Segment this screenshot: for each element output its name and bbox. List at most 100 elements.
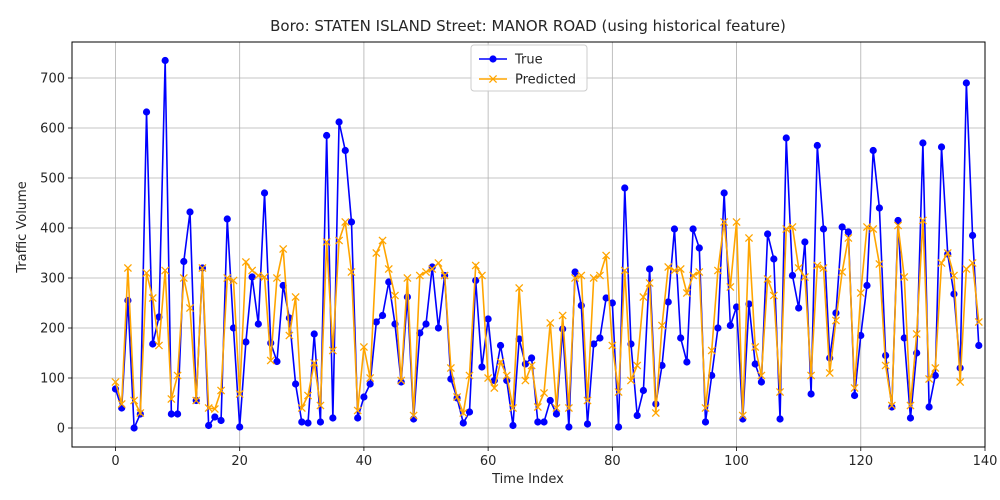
legend-label: True (514, 53, 543, 68)
data-point-predicted (204, 403, 213, 413)
data-point-true (496, 341, 505, 350)
data-point-predicted (732, 217, 741, 227)
data-point-true (962, 79, 970, 87)
data-point-true (341, 146, 349, 155)
data-point-predicted (931, 363, 940, 373)
y-axis-ticks: 0 100 200 300 400 500 600 700 (40, 72, 72, 437)
data-point-predicted (571, 273, 580, 283)
data-point-true (465, 408, 474, 416)
data-point-true (521, 360, 529, 368)
data-point-true (807, 390, 815, 398)
data-point-predicted (744, 233, 754, 243)
data-point-predicted (968, 258, 977, 268)
series-line-true (114, 60, 980, 429)
data-point-predicted (154, 341, 164, 350)
data-point-true (291, 380, 300, 388)
data-point-predicted (620, 266, 629, 275)
data-point-predicted (179, 273, 188, 283)
data-point-true (422, 320, 430, 328)
data-point-predicted (515, 283, 524, 293)
x-tick-label: 0 (111, 454, 119, 469)
data-point-true (205, 421, 213, 430)
data-point-true (366, 380, 374, 388)
data-point-true (149, 340, 157, 348)
data-point-predicted (887, 401, 896, 410)
x-axis-ticks: 0 20 40 60 80 100 120 140 (111, 447, 997, 469)
data-point-true (844, 228, 852, 236)
data-point-true (919, 139, 927, 147)
data-point-true (751, 360, 759, 368)
data-point-predicted (440, 271, 449, 280)
data-point-true (596, 334, 604, 342)
data-point-predicted (925, 374, 934, 384)
data-point-true (757, 378, 766, 386)
data-point-true (863, 281, 871, 290)
x-tick-label: 60 (480, 454, 497, 469)
data-point-true (583, 420, 592, 428)
data-point-predicted (471, 261, 480, 270)
data-point-predicted (384, 264, 393, 274)
data-point-predicted (949, 271, 959, 280)
legend-marker (489, 55, 497, 63)
data-point-true (534, 418, 542, 426)
data-point-predicted (608, 341, 617, 350)
data-point-true (552, 410, 561, 418)
data-point-true (267, 339, 275, 347)
data-point-true (739, 415, 747, 423)
data-point-true (577, 301, 585, 310)
data-point-true (782, 134, 790, 142)
data-point-true (732, 303, 741, 311)
data-point-true (565, 423, 573, 431)
data-point-predicted (161, 266, 170, 275)
data-point-predicted (335, 236, 344, 245)
data-point-predicted (695, 267, 704, 277)
data-point-predicted (453, 392, 462, 402)
data-point-predicted (956, 377, 965, 387)
data-point-predicted (260, 272, 269, 282)
data-point-predicted (794, 263, 803, 273)
plot-area-frame (71, 41, 986, 448)
data-point-predicted (657, 321, 667, 330)
data-point-true (528, 354, 536, 362)
data-point-true (242, 338, 250, 346)
data-point-predicted (893, 221, 903, 230)
data-point-true (801, 238, 809, 246)
data-point-true (378, 311, 387, 320)
data-point-true (130, 424, 138, 432)
data-point-predicted (918, 216, 927, 225)
data-point-true (124, 296, 132, 305)
data-point-true (819, 225, 828, 233)
data-point-true (323, 131, 331, 140)
data-point-predicted (676, 264, 685, 274)
data-point-true (764, 230, 772, 238)
y-tick-label: 700 (40, 72, 65, 87)
data-point-predicted (130, 396, 139, 405)
data-point-predicted (397, 376, 406, 385)
data-point-predicted (838, 267, 847, 277)
data-point-predicted (639, 292, 648, 302)
data-point-true (273, 357, 281, 366)
y-tick-label: 500 (40, 172, 65, 187)
data-point-true (646, 265, 654, 273)
data-point-true (142, 108, 151, 116)
data-point-predicted (372, 248, 381, 258)
data-point-predicted (906, 401, 915, 410)
data-point-predicted (303, 391, 313, 400)
data-point-predicted (217, 386, 226, 395)
data-point-predicted (316, 401, 325, 410)
data-point-true (372, 318, 380, 326)
x-tick-label: 140 (973, 454, 998, 469)
data-point-true (621, 184, 629, 192)
x-tick-label: 20 (231, 454, 248, 469)
data-point-predicted (496, 357, 505, 367)
data-point-predicted (856, 288, 865, 298)
data-point-predicted (831, 316, 840, 325)
data-point-predicted (800, 272, 809, 282)
data-point-predicted (266, 356, 275, 365)
data-point-predicted (248, 266, 257, 275)
y-tick-label: 400 (40, 222, 65, 237)
data-point-predicted (664, 262, 673, 272)
y-axis-label: Traffic Volume (15, 181, 30, 274)
data-point-true (670, 225, 679, 233)
data-point-predicted (459, 408, 468, 418)
